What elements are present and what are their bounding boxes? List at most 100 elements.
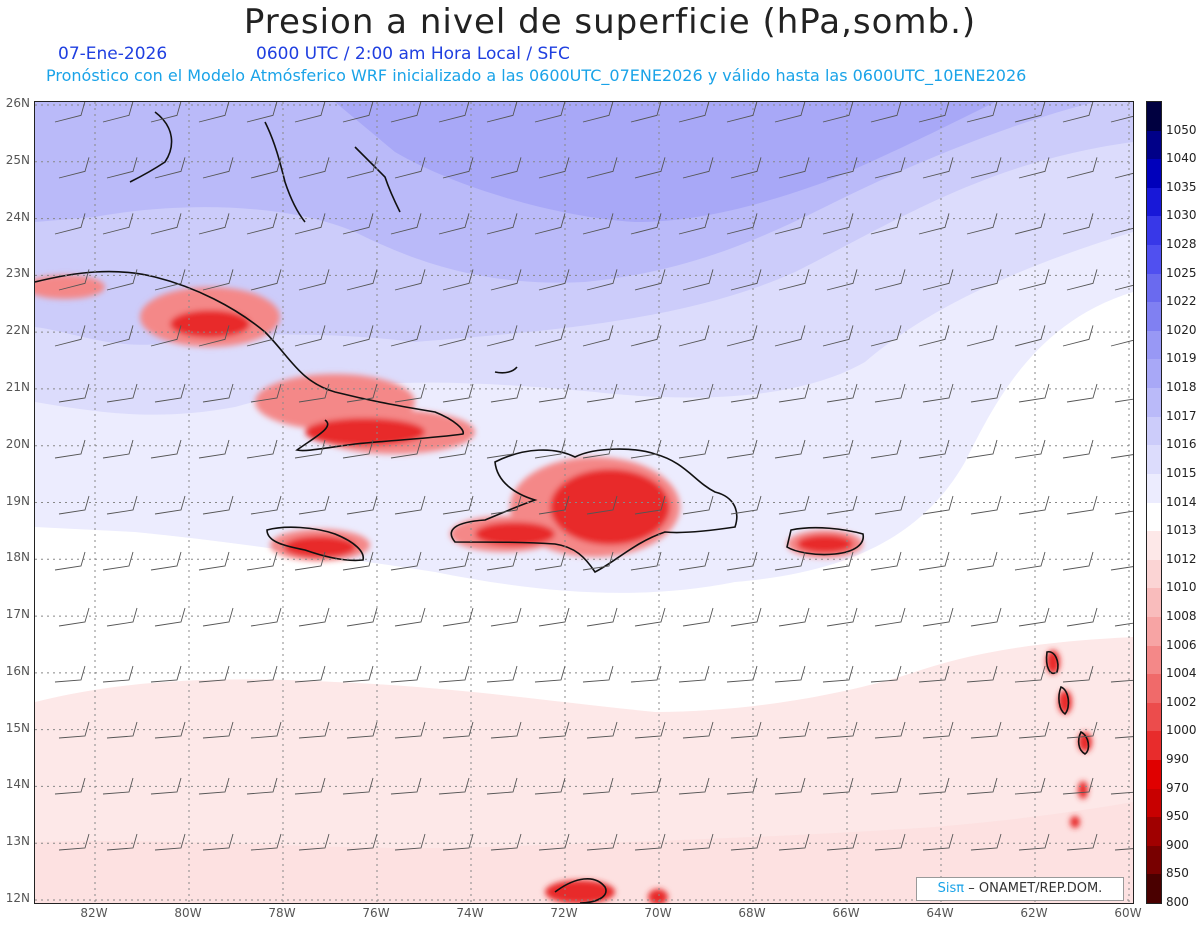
colorbar-label: 1018 — [1166, 380, 1197, 395]
colorbar-cell — [1147, 216, 1161, 246]
wind-barb — [1062, 102, 1094, 123]
colorbar-cell — [1147, 731, 1161, 761]
lat-label: 22N — [5, 323, 30, 338]
colorbar-label: 1030 — [1166, 208, 1197, 223]
wind-barb — [1066, 269, 1098, 291]
wind-barb — [246, 665, 278, 683]
wind-barb — [922, 269, 954, 291]
wind-barb — [822, 665, 854, 683]
colorbar-cell — [1147, 616, 1161, 647]
colorbar-cell — [1147, 245, 1161, 275]
lat-label: 12N — [5, 891, 30, 905]
lon-label: 64W — [926, 906, 954, 920]
wind-barb — [966, 551, 998, 571]
wind-barb — [778, 495, 810, 515]
colorbar-label: 950 — [1166, 809, 1189, 824]
wind-barb — [342, 551, 374, 571]
wind-barb — [342, 213, 374, 235]
colorbar-label: 800 — [1166, 895, 1189, 909]
wind-barb — [682, 833, 714, 851]
wind-barb — [298, 721, 330, 739]
wind-barb — [486, 551, 518, 571]
wind-barb — [1066, 607, 1098, 627]
wind-barb — [390, 213, 422, 235]
wind-barb — [390, 102, 422, 123]
wind-barb — [726, 551, 758, 571]
wind-barb — [538, 721, 570, 739]
wind-barb — [1018, 607, 1050, 627]
wind-barb — [442, 269, 474, 291]
wind-barb — [442, 157, 474, 179]
wind-barb — [1062, 551, 1094, 571]
colorbar-cell — [1147, 416, 1161, 446]
wind-barb — [298, 383, 330, 403]
wind-barb — [822, 551, 854, 571]
colorbar-label: 1006 — [1166, 637, 1197, 652]
wind-barb — [870, 325, 902, 347]
wind-barb — [486, 325, 518, 347]
wind-barb — [538, 495, 570, 515]
wind-barb — [246, 777, 278, 795]
lat-label: 25N — [5, 152, 30, 167]
wind-barb — [342, 102, 374, 123]
wind-barb — [970, 383, 1002, 403]
wind-barb — [1110, 679, 1133, 683]
wind-barb — [1062, 325, 1094, 347]
wind-barb — [874, 833, 906, 851]
wind-barb — [294, 777, 326, 795]
wind-barb — [346, 607, 378, 627]
wind-barb — [826, 607, 858, 627]
wind-barb — [870, 551, 902, 571]
wind-barb — [490, 721, 522, 739]
wind-barb — [918, 551, 950, 571]
wind-barb — [630, 665, 662, 683]
wind-barb — [1014, 102, 1046, 123]
wind-barb — [438, 325, 470, 347]
wind-barb — [870, 777, 902, 795]
wind-barb — [202, 607, 234, 627]
wind-barb — [634, 383, 666, 403]
wind-barb — [1014, 439, 1046, 459]
wind-barb — [1110, 115, 1133, 123]
colorbar-label: 1035 — [1166, 179, 1197, 194]
wind-barb — [150, 551, 182, 571]
lat-label: 24N — [5, 209, 30, 224]
wind-barb — [1114, 510, 1133, 515]
wind-barb — [250, 607, 282, 627]
wind-barb — [918, 325, 950, 347]
wind-barb — [154, 607, 186, 627]
colorbar-cell — [1147, 817, 1161, 847]
wind-barb — [106, 721, 138, 739]
wind-barb — [874, 269, 906, 291]
wind-barb — [298, 157, 330, 179]
wind-barb — [202, 157, 234, 179]
wind-barb — [1018, 495, 1050, 515]
colorbar-label: 990 — [1166, 751, 1189, 766]
wind-barb — [822, 777, 854, 795]
wind-barb — [970, 833, 1002, 851]
colorbar-label: 1016 — [1166, 437, 1197, 452]
wind-barb — [58, 383, 90, 403]
wind-barb — [58, 721, 90, 739]
colorbar-cell — [1147, 130, 1161, 160]
wind-barb — [442, 383, 474, 403]
wind-barb — [250, 495, 282, 515]
wind-barb — [682, 383, 714, 403]
colorbar-cell — [1147, 702, 1161, 732]
wind-barb — [778, 833, 810, 851]
wind-barb — [490, 269, 522, 291]
wind-barb — [54, 213, 86, 235]
colorbar-label: 1008 — [1166, 608, 1197, 623]
wind-barb — [538, 383, 570, 403]
wind-barb — [630, 777, 662, 795]
wind-barb — [438, 665, 470, 683]
wind-barb — [1066, 495, 1098, 515]
wind-barb — [250, 157, 282, 179]
wind-barb — [438, 439, 470, 459]
wind-barb — [106, 607, 138, 627]
wind-barb — [1018, 721, 1050, 739]
wind-barb — [438, 777, 470, 795]
wind-barb — [970, 495, 1002, 515]
wind-barb — [534, 551, 566, 571]
wind-barb — [1062, 665, 1094, 683]
